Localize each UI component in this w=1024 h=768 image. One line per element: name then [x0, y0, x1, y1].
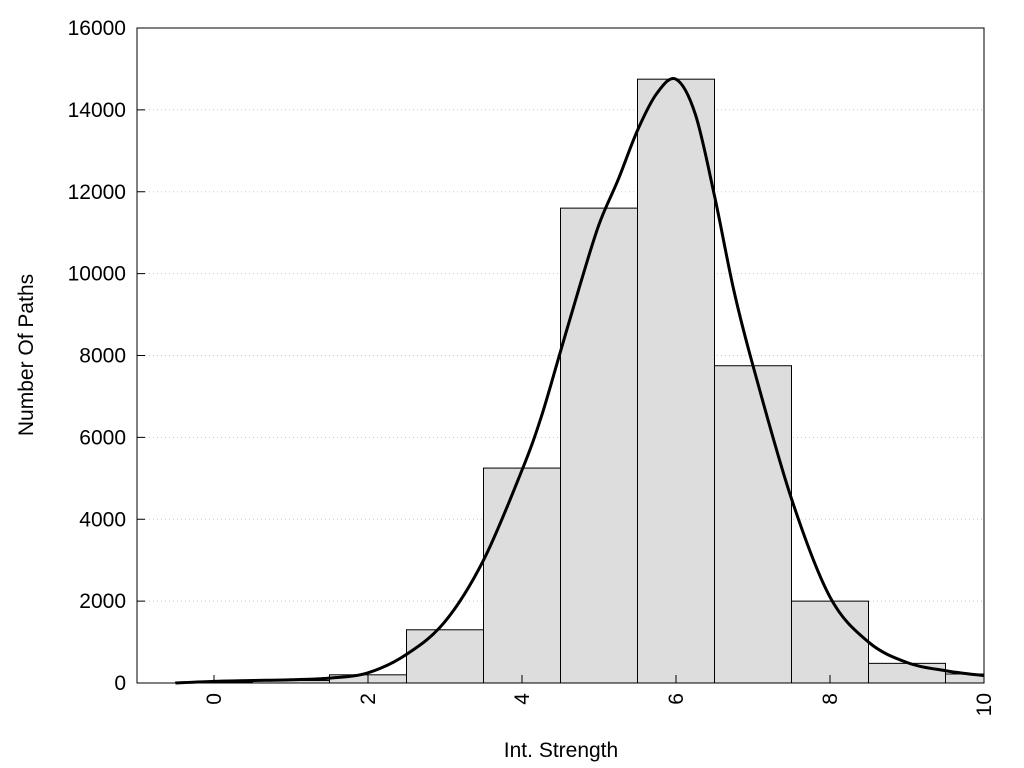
histogram-bars: [175, 78, 985, 684]
histogram-bar: [637, 78, 715, 684]
x-tick-label: 4: [511, 693, 534, 705]
histogram-bar: [868, 662, 946, 684]
y-tick-label: 14000: [68, 99, 126, 122]
y-tick-label: 2000: [79, 590, 126, 613]
histogram-bar: [791, 600, 869, 684]
y-tick-label: 6000: [79, 426, 126, 449]
y-tick-label: 0: [114, 672, 126, 695]
histogram-bar: [714, 365, 792, 684]
y-tick-label: 12000: [68, 181, 126, 204]
x-tick-label: 2: [357, 693, 380, 705]
histogram-bar: [406, 629, 484, 684]
density-curve: [175, 76, 985, 685]
y-tick-label: 10000: [68, 263, 126, 286]
x-tick-label: 10: [973, 693, 996, 716]
y-tick-label: 16000: [68, 17, 126, 40]
x-tick-label: 6: [665, 693, 688, 705]
axis-ticks: 0 2000 4000 6000 8000 10000 12000 14000 16000 0 2 4…: [68, 17, 996, 716]
histogram-bar: [483, 467, 561, 684]
x-tick-label: 8: [819, 693, 842, 705]
histogram-bar: [560, 207, 638, 684]
y-tick-label: 8000: [79, 345, 126, 368]
x-tick-label: 0: [203, 693, 226, 705]
y-axis-title: Number Of Paths: [15, 274, 38, 436]
y-tick-label: 4000: [79, 508, 126, 531]
x-axis-title: Int. Strength: [504, 739, 618, 762]
